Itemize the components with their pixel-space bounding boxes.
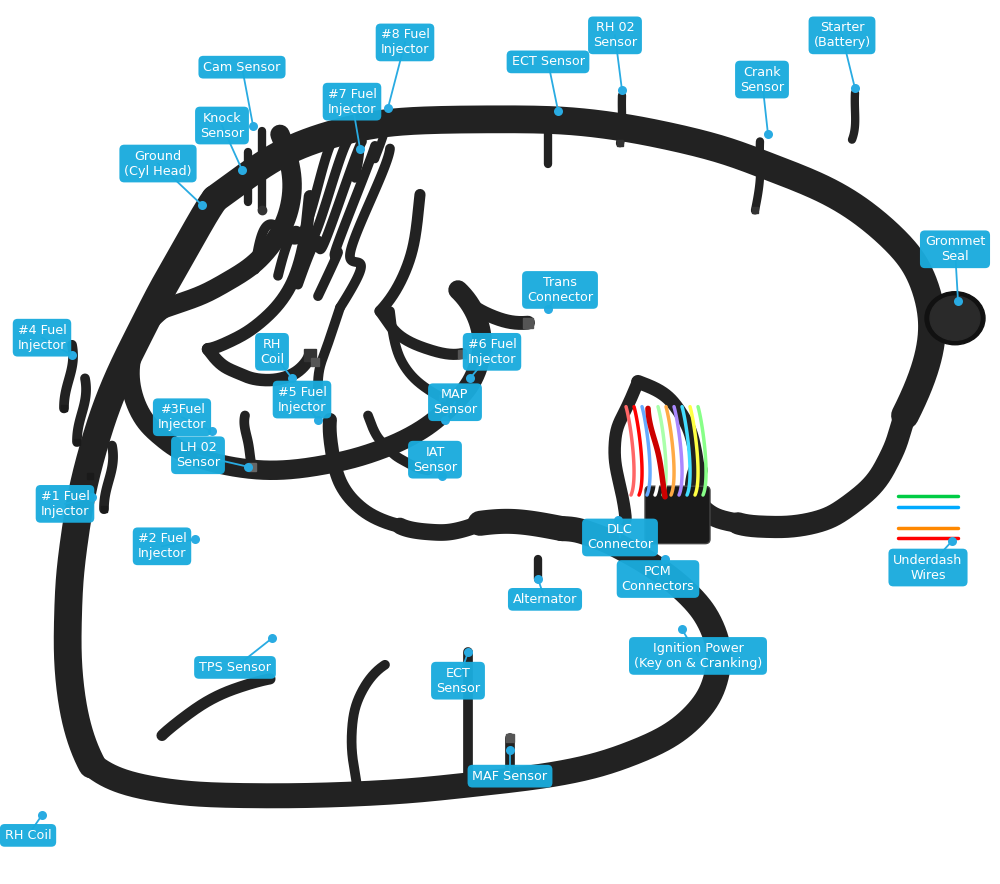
Text: ECT Sensor: ECT Sensor	[512, 56, 584, 68]
Text: #2 Fuel
Injector: #2 Fuel Injector	[138, 532, 186, 560]
FancyBboxPatch shape	[645, 486, 710, 544]
Text: Grommet
Seal: Grommet Seal	[925, 235, 985, 263]
Text: Starter
(Battery): Starter (Battery)	[813, 21, 871, 50]
Text: #1 Fuel
Injector: #1 Fuel Injector	[41, 490, 89, 518]
Circle shape	[925, 292, 985, 345]
Circle shape	[930, 296, 980, 340]
Text: Alternator: Alternator	[513, 593, 577, 606]
Text: LH 02
Sensor: LH 02 Sensor	[176, 441, 220, 469]
Text: ECT
Sensor: ECT Sensor	[436, 667, 480, 695]
Text: Cam Sensor: Cam Sensor	[203, 61, 281, 73]
Text: DLC
Connector: DLC Connector	[587, 523, 653, 552]
Text: Knock
Sensor: Knock Sensor	[200, 111, 244, 140]
Text: IAT
Sensor: IAT Sensor	[413, 446, 457, 474]
Text: MAP
Sensor: MAP Sensor	[433, 388, 477, 416]
Text: #4 Fuel
Injector: #4 Fuel Injector	[18, 324, 66, 352]
Text: RH 02
Sensor: RH 02 Sensor	[593, 21, 637, 50]
Text: TPS Sensor: TPS Sensor	[199, 661, 271, 674]
Text: #3Fuel
Injector: #3Fuel Injector	[158, 403, 206, 431]
Text: #8 Fuel
Injector: #8 Fuel Injector	[381, 28, 429, 57]
Text: RH Coil: RH Coil	[5, 829, 51, 842]
Text: #7 Fuel
Injector: #7 Fuel Injector	[328, 88, 376, 116]
Text: Crank
Sensor: Crank Sensor	[740, 65, 784, 94]
Text: PCM
Connectors: PCM Connectors	[622, 565, 694, 593]
Text: MAF Sensor: MAF Sensor	[472, 770, 548, 782]
Text: Underdash
Wires: Underdash Wires	[893, 553, 963, 582]
Text: #6 Fuel
Injector: #6 Fuel Injector	[468, 338, 516, 366]
Text: Trans
Connector: Trans Connector	[527, 276, 593, 304]
Text: Ground
(Cyl Head): Ground (Cyl Head)	[124, 149, 192, 178]
Text: #5 Fuel
Injector: #5 Fuel Injector	[278, 385, 326, 414]
Text: Ignition Power
(Key on & Cranking): Ignition Power (Key on & Cranking)	[634, 642, 762, 670]
Text: RH
Coil: RH Coil	[260, 338, 284, 366]
